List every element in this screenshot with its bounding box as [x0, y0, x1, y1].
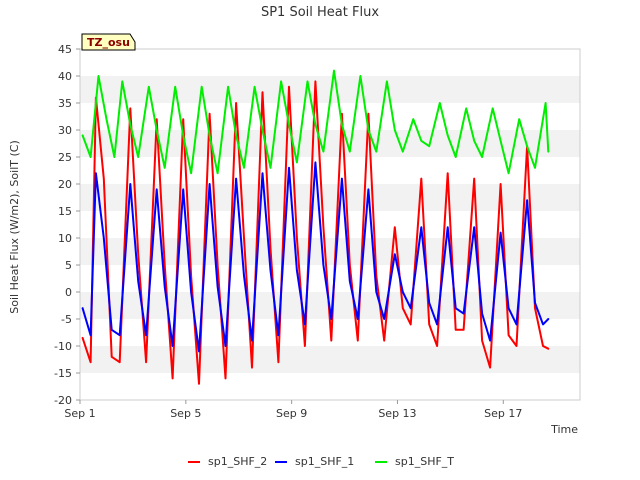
x-axis-label: Time — [550, 423, 578, 436]
site-badge: TZ_osu — [81, 33, 136, 51]
y-tick-label: 30 — [58, 124, 72, 137]
grid-band — [80, 184, 580, 211]
legend-label-sp1_SHF_1: sp1_SHF_1 — [295, 455, 354, 468]
x-tick-label: Sep 1 — [64, 407, 95, 420]
x-tick-label: Sep 5 — [170, 407, 201, 420]
y-tick-label: 45 — [58, 43, 72, 56]
grid-band — [80, 346, 580, 373]
y-axis-label: Soil Heat Flux (W/m2), SoilT (C) — [8, 140, 21, 313]
y-tick-label: 25 — [58, 151, 72, 164]
series-line-sp1_SHF_2 — [81, 80, 550, 385]
y-axis-ticks: -20 -15 -10 -5 0 5 10 15 20 25 30 35 40 45 — [54, 43, 80, 407]
y-tick-label: 35 — [58, 97, 72, 110]
y-tick-label: 10 — [58, 232, 72, 245]
legend: sp1_SHF_2 sp1_SHF_1 sp1_SHF_T — [188, 455, 454, 468]
plot-frame — [79, 48, 581, 401]
y-tick-label: 40 — [58, 70, 72, 83]
grid-band — [80, 373, 580, 400]
x-tick-label: Sep 13 — [378, 407, 416, 420]
site-badge-label: TZ_osu — [87, 36, 130, 49]
series-lines — [81, 69, 550, 385]
y-tick-label: -20 — [54, 394, 72, 407]
x-tick-label: Sep 17 — [484, 407, 522, 420]
legend-label-sp1_SHF_T: sp1_SHF_T — [395, 455, 454, 468]
y-tick-label: 5 — [65, 259, 72, 272]
x-axis-ticks: Sep 1 Sep 5 Sep 9 Sep 13 Sep 17 — [64, 400, 522, 420]
legend-label-sp1_SHF_2: sp1_SHF_2 — [208, 455, 267, 468]
grid-band — [80, 49, 580, 76]
y-tick-label: 20 — [58, 178, 72, 191]
y-tick-label: -15 — [54, 367, 72, 380]
x-tick-label: Sep 9 — [276, 407, 307, 420]
y-tick-label: 15 — [58, 205, 72, 218]
y-tick-label: 0 — [65, 286, 72, 299]
y-tick-label: -10 — [54, 340, 72, 353]
grid-band — [80, 130, 580, 157]
series-line-sp1_SHF_1 — [81, 161, 550, 353]
series-line-sp1_SHF_T — [81, 69, 550, 175]
chart-title: SP1 Soil Heat Flux — [261, 5, 379, 20]
y-tick-label: -5 — [61, 313, 72, 326]
